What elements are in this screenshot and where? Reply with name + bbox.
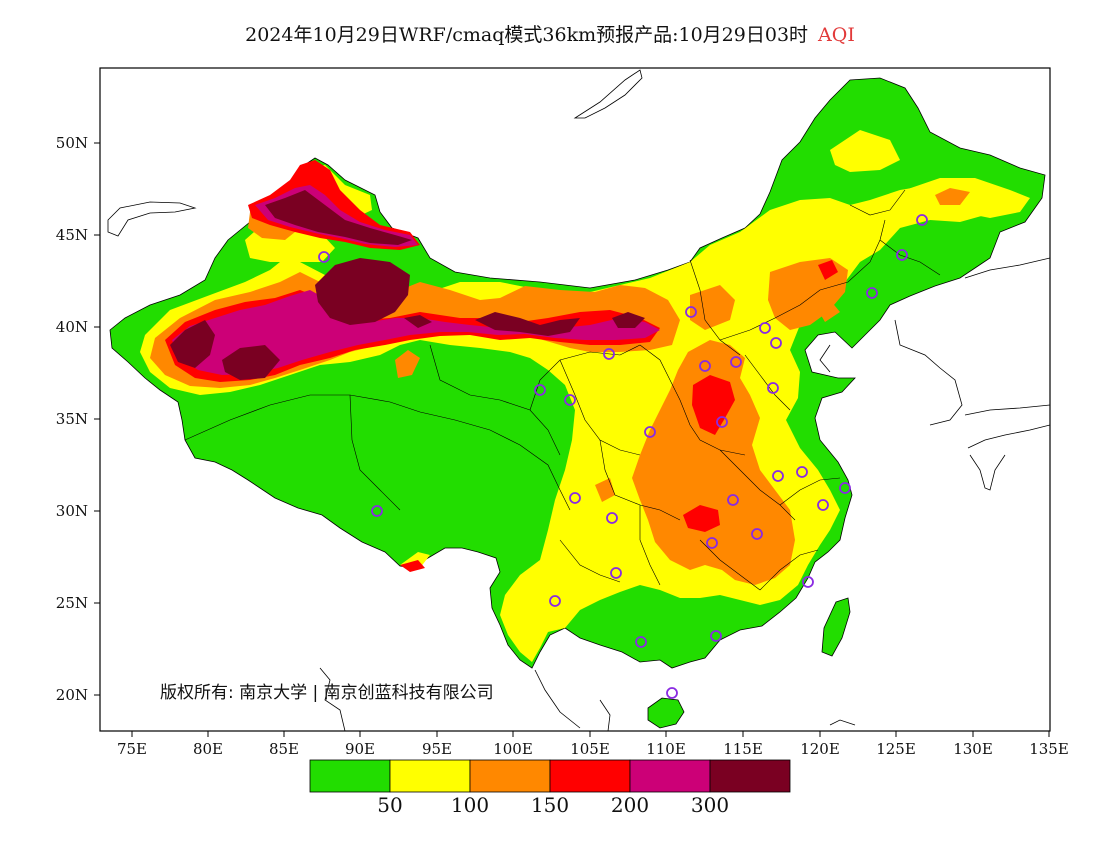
copyright-text: 版权所有: 南京大学 | 南京创蓝科技有限公司 — [160, 683, 494, 703]
neighbor-coastlines — [107, 69, 1050, 731]
lat-label-30n: 30N — [56, 502, 88, 520]
lat-label-20n: 20N — [56, 686, 88, 704]
legend-label-50: 50 — [377, 793, 402, 817]
title-main: 2024年10月29日WRF/cmaq模式36km预报产品:10月29日03时 — [245, 24, 809, 46]
station-marker — [603, 348, 615, 360]
station-marker — [710, 630, 722, 642]
aqi-level-300-plus — [170, 190, 645, 380]
map-title: 2024年10月29日WRF/cmaq模式36km预报产品:10月29日03时 A… — [0, 20, 1100, 47]
station-marker — [564, 394, 576, 406]
lat-label-50n: 50N — [56, 134, 88, 152]
station-marker — [817, 499, 829, 511]
station-marker — [866, 287, 878, 299]
legend-label-200: 200 — [611, 793, 649, 817]
station-marker — [751, 528, 763, 540]
station-marker — [896, 249, 908, 261]
station-marker — [635, 636, 647, 648]
lon-label-75e: 75E — [117, 740, 147, 758]
lon-label-120e: 120E — [800, 740, 840, 758]
station-marker — [706, 537, 718, 549]
province-boundaries — [184, 189, 941, 591]
station-marker — [796, 466, 808, 478]
station-marker — [699, 360, 711, 372]
lon-label-85e: 85E — [269, 740, 299, 758]
station-marker — [606, 512, 618, 524]
legend-swatch-sensitive — [469, 759, 551, 793]
lon-label-95e: 95E — [422, 740, 452, 758]
station-marker — [716, 416, 728, 428]
color-legend: 50 100 150 200 300 — [309, 759, 791, 817]
lon-label-125e: 125E — [876, 740, 916, 758]
station-marker — [730, 356, 742, 368]
lon-label-110e: 110E — [646, 740, 686, 758]
lat-label-45n: 45N — [56, 226, 88, 244]
legend-swatch-good — [309, 759, 391, 793]
legend-label-100: 100 — [451, 793, 489, 817]
lat-label-40n: 40N — [56, 318, 88, 336]
legend-swatch-hazardous — [709, 759, 791, 793]
station-marker — [371, 505, 383, 517]
station-marker — [839, 482, 851, 494]
map-content — [107, 69, 1050, 731]
lon-label-90e: 90E — [345, 740, 375, 758]
lon-label-100e: 100E — [493, 740, 533, 758]
station-marker — [802, 576, 814, 588]
station-marker — [569, 492, 581, 504]
station-marker — [727, 494, 739, 506]
latitude-axis: 50N 45N 40N 35N 30N 25N 20N — [56, 134, 100, 704]
lat-label-35n: 35N — [56, 410, 88, 428]
station-marker — [767, 382, 779, 394]
lon-label-130e: 130E — [953, 740, 993, 758]
station-marker — [685, 306, 697, 318]
legend-label-150: 150 — [531, 793, 569, 817]
longitude-axis: 75E 80E 85E 90E 95E 100E 105E 110E 115E … — [117, 731, 1069, 758]
station-marker — [318, 251, 330, 263]
station-marker — [770, 337, 782, 349]
station-marker — [916, 214, 928, 226]
legend-swatch-unhealthy — [549, 759, 631, 793]
hainan-island — [647, 697, 685, 729]
legend-swatch-very-unhealthy — [629, 759, 711, 793]
legend-swatch-moderate — [389, 759, 471, 793]
title-variable: AQI — [818, 24, 855, 46]
station-marker — [666, 687, 678, 699]
lat-label-25n: 25N — [56, 594, 88, 612]
station-marker — [534, 384, 546, 396]
station-marker — [610, 567, 622, 579]
station-marker — [759, 322, 771, 334]
lon-label-80e: 80E — [193, 740, 223, 758]
lon-label-135e: 135E — [1029, 740, 1069, 758]
lon-label-115e: 115E — [723, 740, 763, 758]
station-marker — [772, 470, 784, 482]
station-marker — [549, 595, 561, 607]
monitoring-stations — [318, 214, 928, 699]
lon-label-105e: 105E — [570, 740, 610, 758]
legend-label-300: 300 — [691, 793, 729, 817]
station-marker — [644, 426, 656, 438]
taiwan-island — [821, 597, 851, 657]
